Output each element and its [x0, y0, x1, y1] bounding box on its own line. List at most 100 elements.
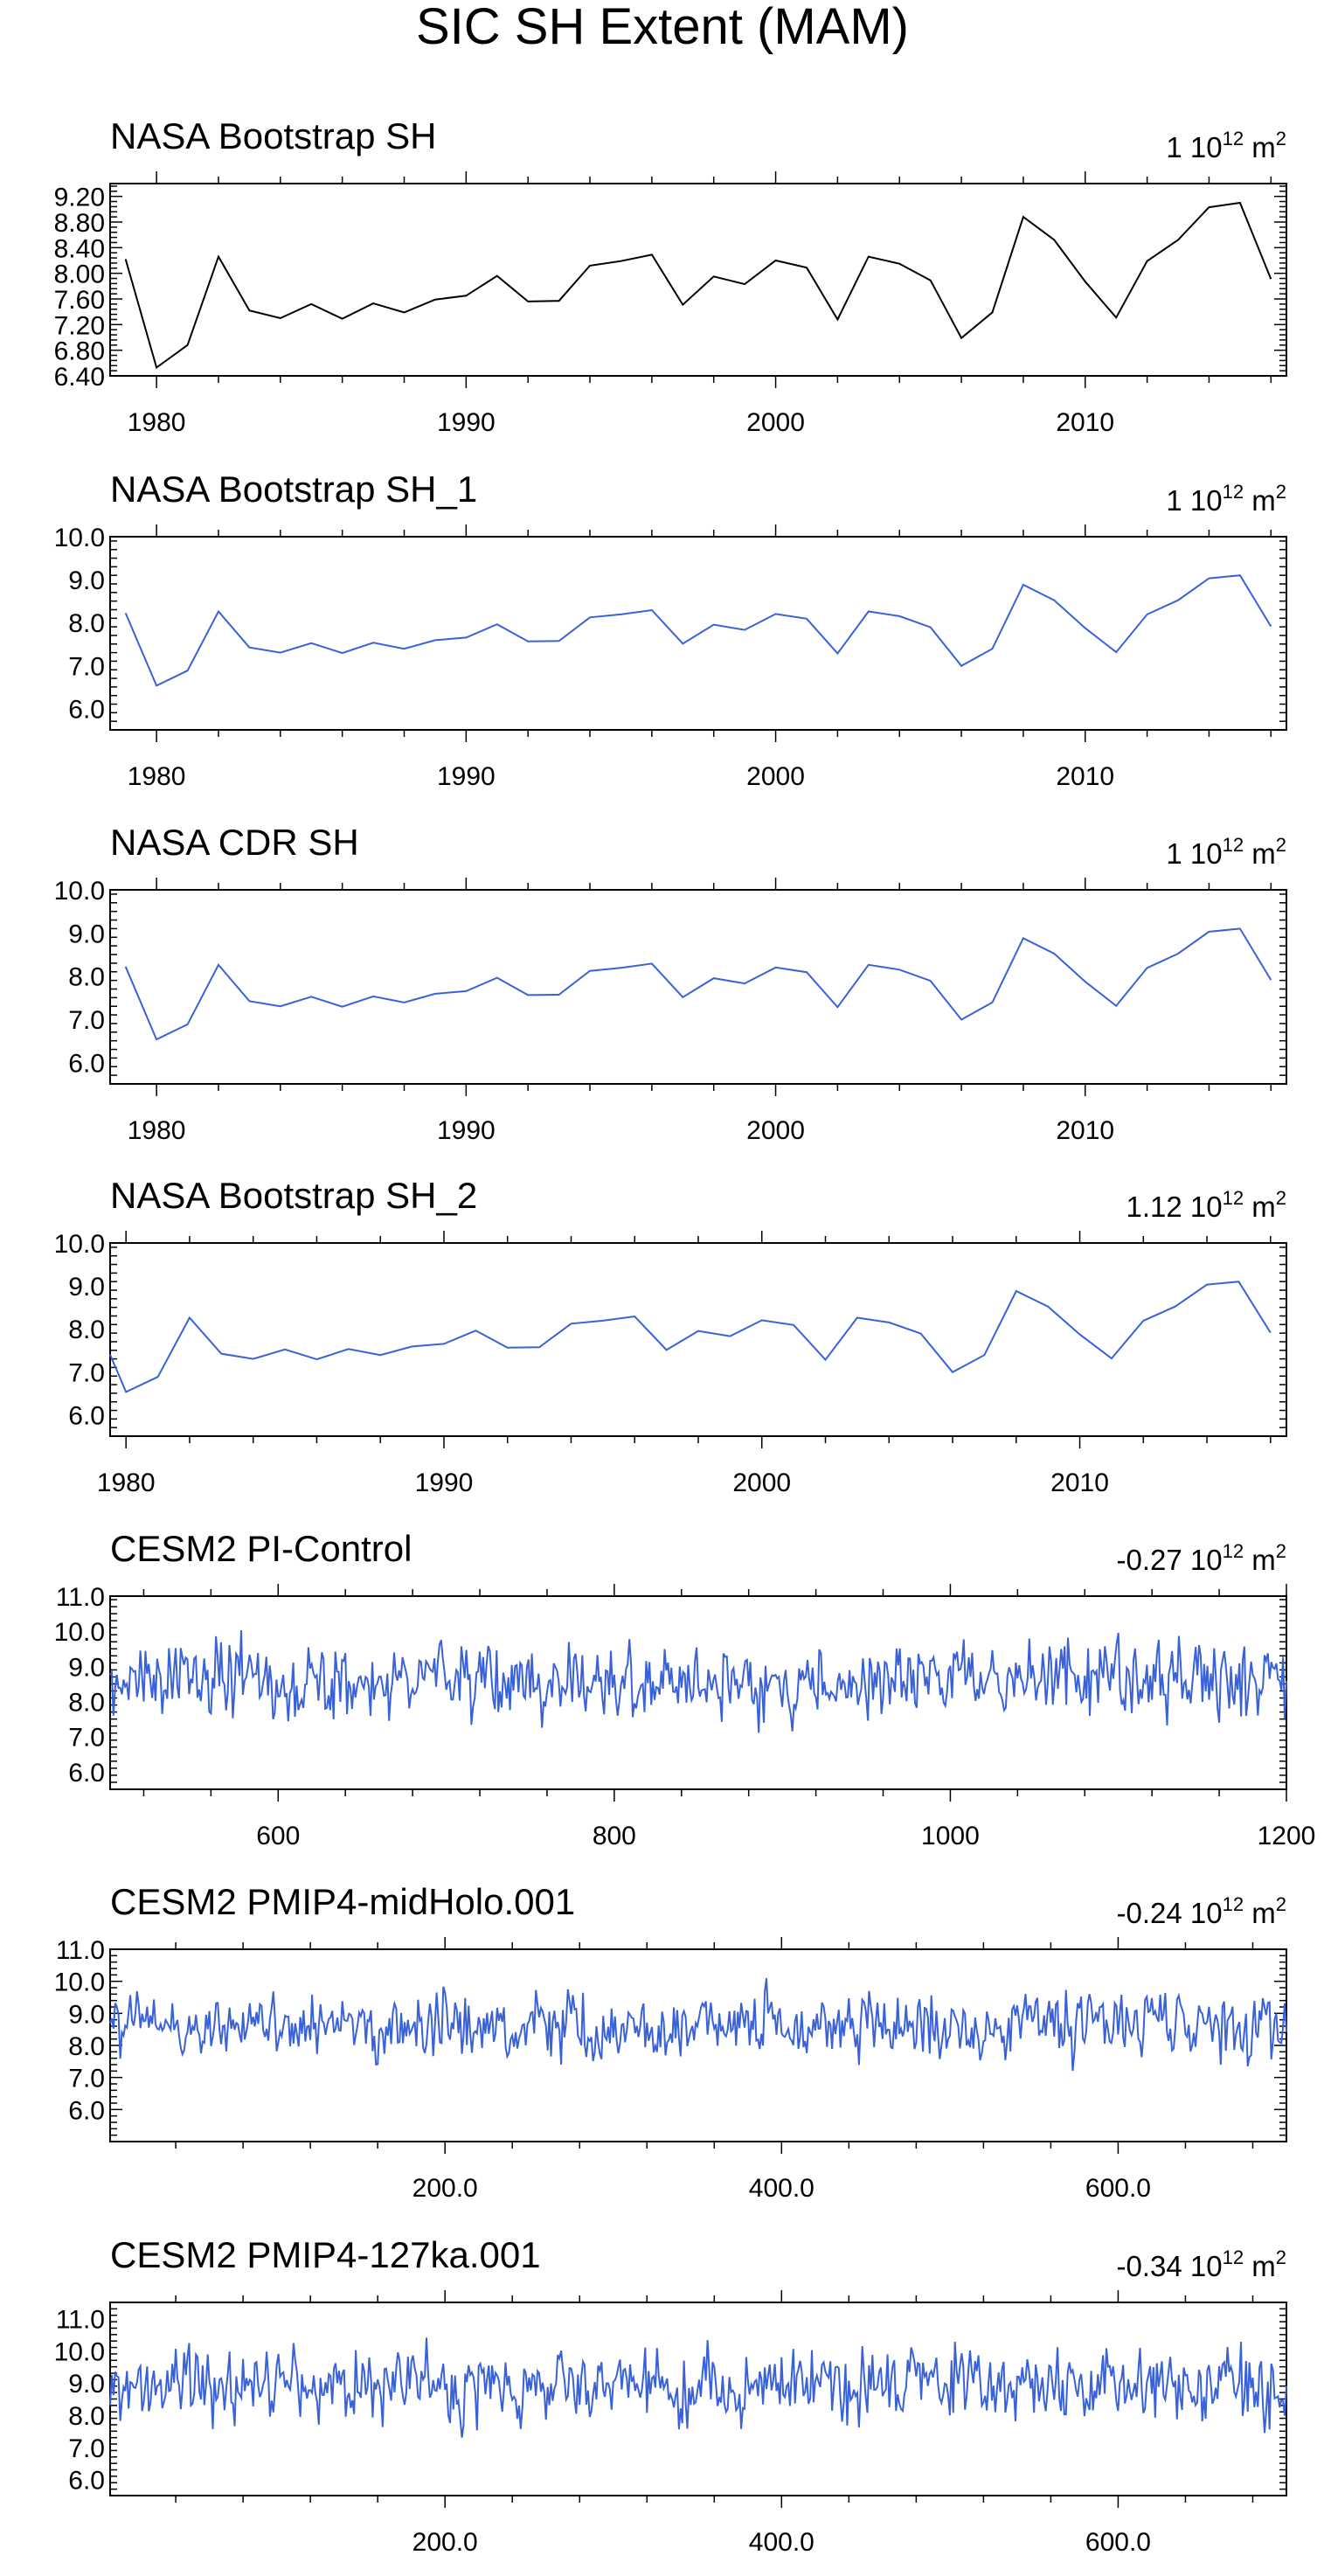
y-tick-label: 7.0 — [68, 652, 105, 681]
x-tick-label: 600 — [256, 1822, 300, 1850]
chart-panel: NASA CDR SH 1 1012 m2 6.0 7.0 8.0 9.0 10.0 1980… — [54, 822, 1287, 1145]
y-tick-label: 6.80 — [54, 337, 105, 366]
x-tick-label: 2000 — [746, 408, 805, 437]
y-tick-label: 8.0 — [68, 609, 105, 638]
x-tick-label: 2010 — [1056, 762, 1114, 791]
panel-title: NASA CDR SH — [110, 822, 359, 863]
trend-label-part: 1 10 — [1166, 837, 1222, 870]
series-line — [124, 927, 1272, 1041]
trend-label: 1.12 1012 m2 — [1126, 1187, 1286, 1223]
y-tick-label: 10.0 — [54, 1230, 105, 1259]
trend-label-part: 2 — [1276, 1540, 1286, 1562]
y-tick-label: 10.0 — [54, 877, 105, 906]
y-tick-label: 8.0 — [68, 2032, 105, 2061]
trend-label: 1 1012 m2 — [1166, 834, 1286, 870]
trend-label-part: 12 — [1223, 128, 1244, 149]
x-tick-label: 400.0 — [749, 2174, 815, 2203]
plot-frame — [109, 2302, 1287, 2496]
trend-label-part: 2 — [1276, 128, 1286, 149]
series-line — [109, 2337, 1287, 2438]
trend-label: -0.34 1012 m2 — [1117, 2246, 1287, 2282]
y-tick-label: 10.0 — [54, 524, 105, 552]
trend-label: 1 1012 m2 — [1166, 481, 1286, 517]
y-tick-label: 8.0 — [68, 963, 105, 992]
x-tick-label: 2010 — [1056, 408, 1114, 437]
chart-panel: CESM2 PI-Control -0.27 1012 m2 6.0 7.0 8.0 9.… — [54, 1528, 1316, 1850]
trend-label-part: 12 — [1223, 1540, 1244, 1562]
y-tick-label: 8.0 — [68, 1689, 105, 1718]
y-tick-label: 11.0 — [56, 1583, 105, 1612]
x-tick-label: 2010 — [1056, 1116, 1114, 1145]
x-tick-label: 1980 — [97, 1469, 156, 1497]
trend-label-part: 1.12 10 — [1126, 1191, 1222, 1223]
x-tick-label: 2000 — [732, 1469, 791, 1497]
y-tick-label: 7.0 — [68, 2065, 105, 2093]
trend-label-part: m — [1244, 2250, 1276, 2282]
y-tick-label: 7.60 — [54, 286, 105, 315]
x-tick-label: 600.0 — [1085, 2528, 1151, 2557]
trend-label-part: -0.24 10 — [1117, 1897, 1223, 1929]
y-tick-label: 6.40 — [54, 363, 105, 392]
y-tick-label: 8.80 — [54, 209, 105, 238]
y-tick-label: 6.0 — [68, 2096, 105, 2125]
panel-title: CESM2 PI-Control — [110, 1528, 412, 1569]
y-tick-label: 8.00 — [54, 260, 105, 289]
x-tick-label: 1200 — [1258, 1822, 1316, 1850]
y-tick-label: 8.0 — [68, 1316, 105, 1344]
y-tick-label: 9.0 — [68, 920, 105, 948]
plot-frame — [109, 1595, 1287, 1790]
trend-label-part: 12 — [1223, 834, 1244, 856]
y-tick-label: 10.0 — [54, 2337, 105, 2366]
x-tick-label: 200.0 — [412, 2528, 478, 2557]
x-tick-label: 1990 — [415, 1469, 474, 1497]
y-tick-label: 11.0 — [56, 2305, 105, 2334]
trend-label-part: m — [1244, 1897, 1276, 1929]
figure-title: SIC SH Extent (MAM) — [416, 0, 909, 55]
x-tick-label: 1000 — [921, 1822, 980, 1850]
chart-panels: NASA Bootstrap SH 1 1012 m26.406.807.207.… — [54, 115, 1316, 2557]
trend-label-part: 12 — [1223, 1893, 1244, 1915]
y-tick-label: 9.0 — [68, 566, 105, 595]
y-tick-label: 9.0 — [68, 2370, 105, 2399]
trend-label-part: -0.34 10 — [1117, 2250, 1223, 2282]
x-tick-label: 1990 — [437, 1116, 496, 1145]
y-tick-label: 8.0 — [68, 2402, 105, 2431]
trend-label-part: m — [1244, 484, 1276, 517]
x-tick-label: 2000 — [746, 762, 805, 791]
panel-title: NASA Bootstrap SH — [110, 115, 437, 156]
chart-panel: CESM2 PMIP4-127ka.001 -0.34 1012 m2 6.0 7.0… — [54, 2234, 1287, 2557]
y-tick-label: 8.40 — [54, 234, 105, 263]
plot-frame — [109, 1242, 1287, 1437]
panel-title: CESM2 PMIP4-midHolo.001 — [110, 1881, 575, 1922]
trend-label-part: m — [1244, 1544, 1276, 1576]
trend-label-part: 2 — [1276, 834, 1286, 856]
y-tick-label: 6.0 — [68, 695, 105, 724]
plot-frame — [109, 889, 1287, 1085]
series-line — [124, 201, 1272, 370]
y-tick-label: 9.0 — [68, 2000, 105, 2029]
trend-label-part: 12 — [1223, 481, 1244, 503]
plot-frame — [109, 536, 1287, 731]
series-line — [109, 1978, 1287, 2072]
x-tick-label: 2000 — [746, 1116, 805, 1145]
y-tick-label: 6.0 — [68, 1759, 105, 1788]
y-tick-label: 9.0 — [68, 1653, 105, 1682]
trend-label-part: 2 — [1276, 1893, 1286, 1915]
panel-title: NASA Bootstrap SH_1 — [110, 469, 477, 510]
y-tick-label: 9.20 — [54, 184, 105, 212]
chart-panel: NASA Bootstrap SH_1 1 1012 m2 6.0 7.0 8.0 9.0… — [54, 469, 1287, 791]
y-tick-label: 7.0 — [68, 2434, 105, 2463]
trend-label: 1 1012 m2 — [1166, 128, 1286, 163]
y-tick-label: 9.0 — [68, 1273, 105, 1302]
trend-label-part: m — [1244, 837, 1276, 870]
x-tick-label: 200.0 — [412, 2174, 478, 2203]
trend-label: -0.27 1012 m2 — [1117, 1540, 1287, 1576]
series-line — [109, 1630, 1287, 1733]
y-tick-label: 10.0 — [54, 1968, 105, 1997]
x-tick-label: 1980 — [128, 1116, 186, 1145]
x-tick-label: 1980 — [128, 762, 186, 791]
trend-label-part: 12 — [1223, 1187, 1244, 1209]
trend-label-part: 1 10 — [1166, 484, 1222, 517]
trend-label-part: m — [1244, 1191, 1276, 1223]
